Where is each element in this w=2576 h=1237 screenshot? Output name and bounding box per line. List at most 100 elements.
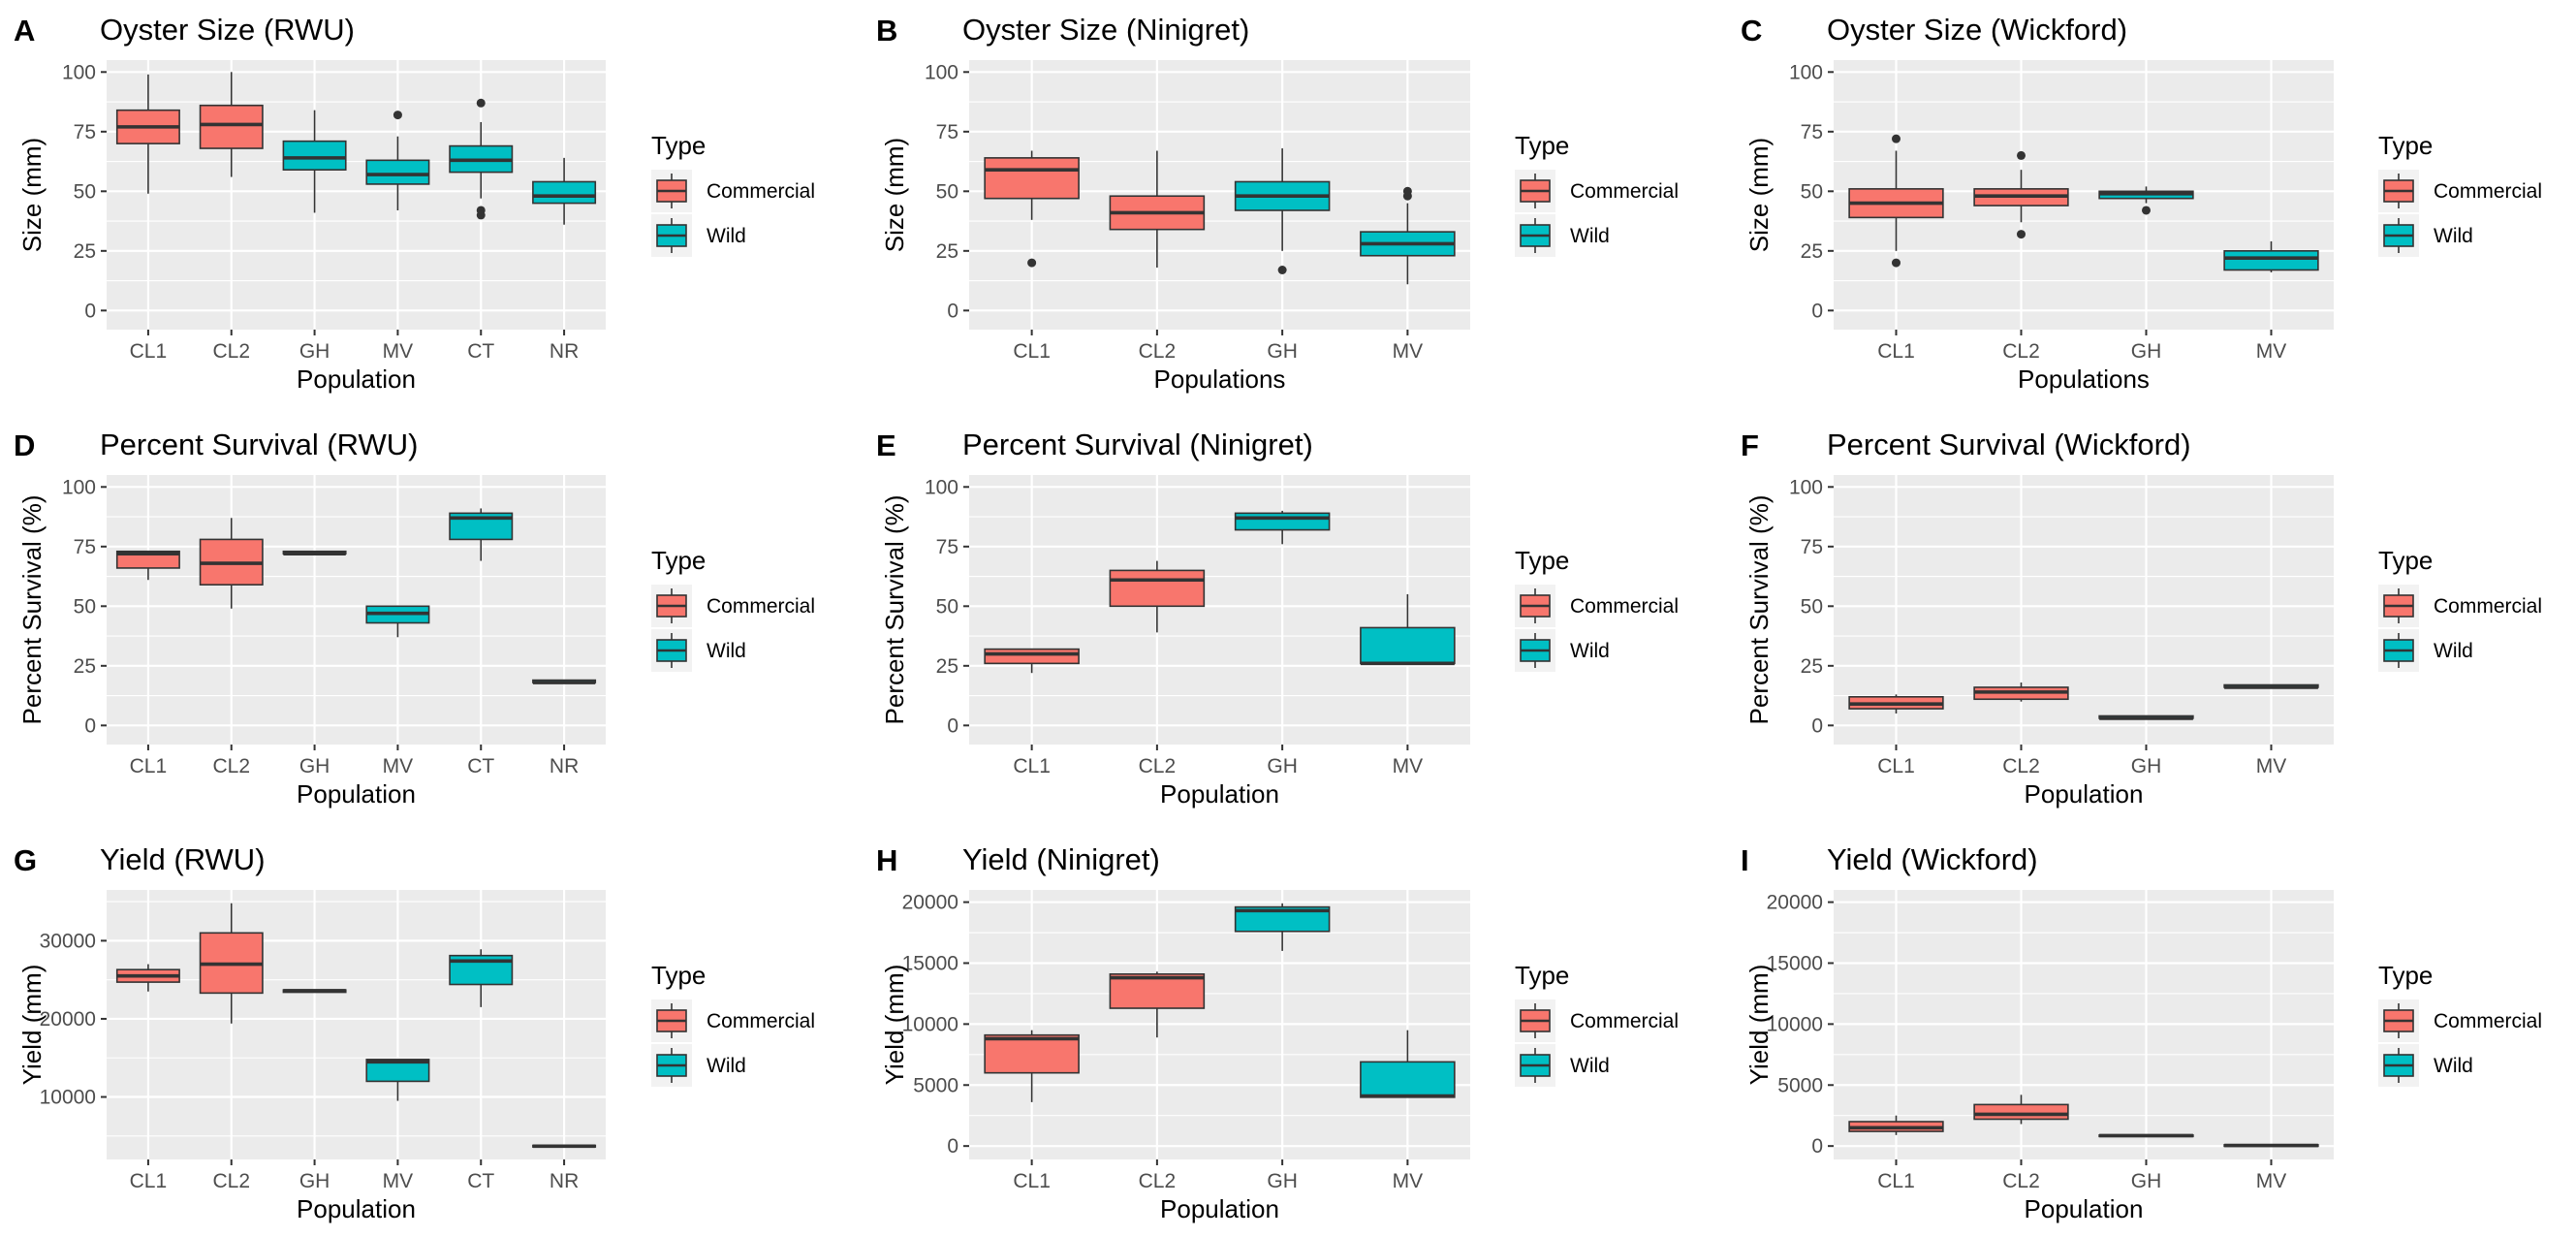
box-cl1 [115, 74, 180, 194]
y-tick-label: 25 [74, 240, 96, 263]
panel-b: 0 25 50 75 100 CL1 CL2 GH MV B Oyster Size (Ninigr… [876, 13, 1679, 394]
y-axis-title: Percent Survival (%) [880, 495, 909, 725]
x-tick-label: NR [550, 755, 579, 777]
box-mv [1360, 186, 1456, 285]
y-tick-label: 75 [936, 536, 958, 558]
box-gh [2098, 1133, 2194, 1138]
legend-label-commercial: Commercial [2434, 595, 2542, 618]
x-tick-label: CL2 [1139, 1170, 1177, 1192]
legend-title: Type [1515, 131, 1569, 160]
outlier-point [2142, 206, 2151, 215]
panel-title: Yield (Wickford) [1827, 842, 2038, 876]
panel-letter: A [14, 14, 35, 48]
x-tick-label: CL1 [130, 1170, 168, 1192]
box-mv [2223, 1143, 2319, 1148]
x-tick-label: CL2 [212, 1170, 250, 1192]
y-tick-label: 5000 [913, 1074, 958, 1096]
y-tick-label: 50 [1801, 595, 1823, 618]
y-tick-label: 30000 [40, 930, 96, 952]
box-body [1109, 972, 1206, 1009]
box-body [984, 648, 1080, 665]
x-axis-title: Populations [2018, 365, 2150, 394]
box-cl2 [1109, 971, 1206, 1038]
x-tick-label: GH [2131, 755, 2162, 777]
legend-label-wild: Wild [707, 640, 746, 662]
y-tick-label: 0 [947, 1135, 958, 1158]
x-tick-label: GH [299, 755, 330, 777]
legend-label-commercial: Commercial [1570, 180, 1679, 203]
y-tick-label: 20000 [1767, 892, 1823, 914]
y-tick-label: 0 [1811, 1135, 1823, 1158]
legend-label-wild: Wild [2434, 1055, 2473, 1077]
box-cl1 [984, 648, 1080, 674]
outlier-point [1027, 258, 1037, 268]
box-gh [282, 110, 347, 213]
y-axis-title: Yield (mm) [1744, 965, 1774, 1086]
outlier-point [1892, 258, 1901, 268]
x-tick-label: CL2 [2002, 755, 2040, 777]
x-tick-label: CT [467, 340, 494, 363]
y-tick-label: 100 [925, 476, 958, 498]
y-tick-label: 25 [936, 240, 958, 263]
x-tick-label: CL1 [1013, 1170, 1051, 1192]
legend-title: Type [1515, 961, 1569, 990]
panel-letter: G [14, 843, 37, 877]
box-mv [365, 111, 430, 210]
y-tick-label: 25 [1801, 240, 1823, 263]
box-body [115, 550, 180, 569]
y-tick-label: 0 [947, 714, 958, 737]
y-tick-label: 15000 [902, 952, 958, 974]
panel-letter: B [876, 14, 897, 48]
y-tick-label: 5000 [1777, 1074, 1823, 1096]
y-tick-label: 25 [936, 655, 958, 678]
y-tick-label: 50 [74, 595, 96, 618]
legend-label-wild: Wild [1570, 1055, 1610, 1077]
box-body [365, 159, 430, 185]
x-tick-label: MV [1393, 340, 1424, 363]
x-tick-label: CT [467, 1170, 494, 1192]
box-gh [282, 550, 347, 555]
box-body [1360, 626, 1456, 665]
box-body [984, 1033, 1080, 1074]
box-gh [2098, 714, 2194, 720]
plot-background [107, 475, 606, 745]
y-tick-label: 100 [62, 61, 96, 83]
panel-title: Percent Survival (Wickford) [1827, 428, 2191, 461]
y-tick-label: 75 [74, 121, 96, 143]
x-tick-label: GH [299, 340, 330, 363]
legend-label-wild: Wild [707, 225, 746, 247]
y-axis-title: Percent Survival (%) [17, 495, 47, 725]
y-tick-label: 75 [1801, 121, 1823, 143]
x-tick-label: GH [1267, 340, 1298, 363]
x-tick-label: GH [1267, 1170, 1298, 1192]
box-mv [1360, 594, 1456, 666]
legend-title: Type [651, 961, 706, 990]
legend-label-commercial: Commercial [707, 180, 815, 203]
plot-background [107, 60, 606, 330]
panel-letter: E [876, 428, 896, 462]
x-tick-label: MV [383, 755, 414, 777]
outlier-point [2017, 230, 2026, 239]
y-tick-label: 10000 [902, 1013, 958, 1035]
y-tick-label: 50 [1801, 180, 1823, 203]
panel-title: Yield (RWU) [100, 842, 266, 876]
box-nr [532, 157, 597, 225]
box-body [365, 1059, 430, 1083]
y-tick-label: 20000 [902, 892, 958, 914]
x-axis-title: Populations [1154, 365, 1286, 394]
x-tick-label: CL1 [1877, 1170, 1915, 1192]
x-tick-label: MV [383, 1170, 414, 1192]
outlier-point [1402, 186, 1412, 196]
panel-title: Percent Survival (Ninigret) [962, 428, 1313, 461]
panel-d: 0 25 50 75 100 CL1 CL2 GH MV CT NR D Percent Surviva… [14, 428, 815, 809]
panel-e: 0 25 50 75 100 CL1 CL2 GH MV E Percent Survival (N… [876, 428, 1679, 809]
plot-background [107, 890, 606, 1159]
x-tick-label: CL2 [212, 755, 250, 777]
box-cl2 [1973, 1094, 2069, 1125]
x-tick-label: GH [2131, 340, 2162, 363]
x-axis-title: Population [1160, 1194, 1279, 1223]
